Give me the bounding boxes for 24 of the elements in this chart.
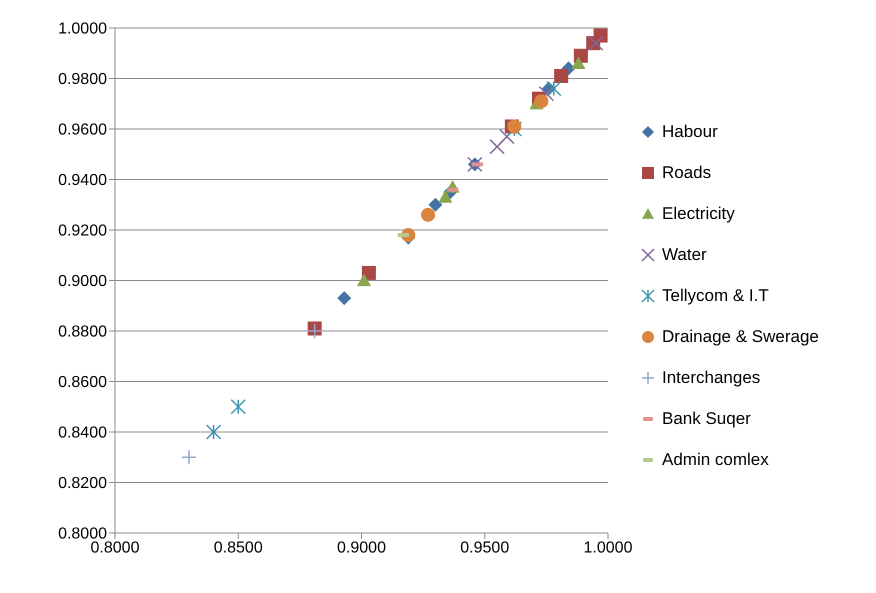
x-tick-label: 0.8500: [214, 539, 263, 556]
y-tick-label: 0.8800: [58, 324, 108, 341]
y-tick-label: 0.9200: [58, 222, 108, 240]
y-tick-label: 0.8400: [58, 424, 108, 442]
x-tick-label: 0.8000: [90, 539, 140, 556]
legend-label: Roads: [662, 162, 712, 182]
y-tick-label: 0.9000: [58, 273, 108, 290]
legend-label: Water: [662, 244, 707, 264]
y-tick-label: 0.8600: [58, 374, 108, 392]
legend-label: Interchanges: [662, 368, 760, 388]
y-tick-label: 0.9800: [58, 71, 108, 88]
x-tick-label: 0.9000: [337, 539, 386, 556]
legend-label: Habour: [662, 122, 718, 142]
x-tick-label: 0.9500: [460, 539, 510, 556]
y-tick-label: 0.8200: [58, 475, 108, 492]
y-tick-label: 0.9400: [58, 172, 108, 190]
legend-label: Drainage & Swerage: [662, 326, 819, 346]
y-tick-label: 0.9600: [58, 122, 108, 139]
legend-label: Tellycom & I.T: [662, 286, 769, 306]
legend-label: Admin comlex: [662, 450, 769, 470]
legend-label: Electricity: [662, 204, 735, 224]
y-tick-label: 1.0000: [58, 20, 108, 38]
x-tick-label: 1.0000: [584, 539, 633, 556]
legend-label: Bank Suqer: [662, 408, 751, 428]
